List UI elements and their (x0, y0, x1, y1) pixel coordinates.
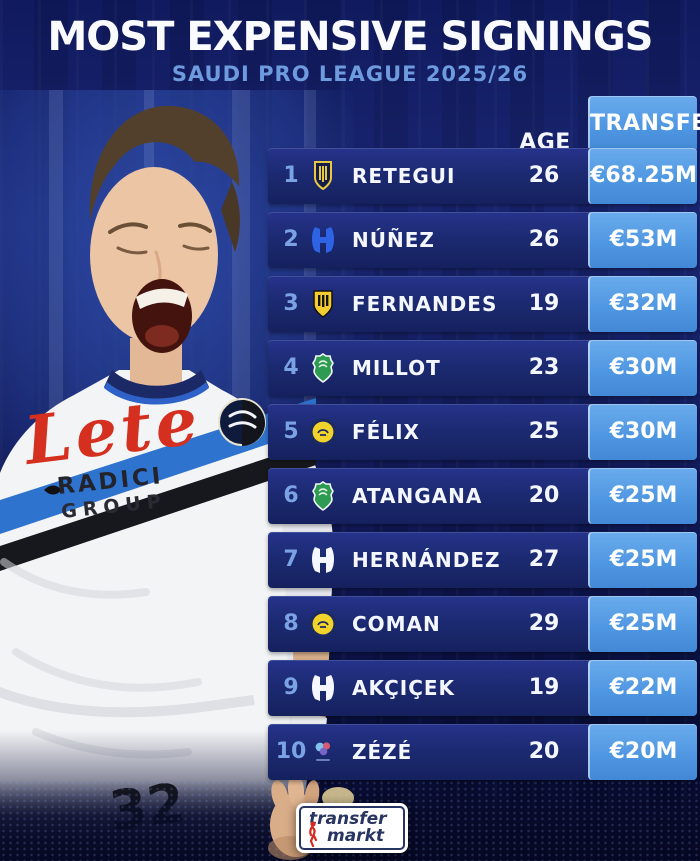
transfer-fee-cell: €68.25M (588, 148, 697, 204)
transfermarkt-logo: transfer markt (296, 803, 408, 853)
al-hilal-white-club-badge-icon (306, 545, 340, 575)
player-age: 19 (528, 291, 560, 316)
table-row: 5 FÉLIX 25 €30M (268, 404, 697, 460)
player-age: 19 (528, 675, 560, 700)
rank-label: 5 (283, 419, 299, 444)
table-row: 1 RETEGUI 26 €68.25M (268, 148, 697, 204)
player-age: 26 (528, 163, 560, 188)
rank-label: 6 (283, 483, 299, 508)
rank-label: 8 (283, 611, 299, 636)
transfer-fee-cell: €30M (588, 340, 697, 396)
table-row: 7 HERNÁNDEZ 27 €25M (268, 532, 697, 588)
transfer-fee-cell: €53M (588, 212, 697, 268)
atalanta-crest (218, 398, 266, 446)
neom-club-badge-icon (306, 737, 340, 767)
transfer-fee-cell: €20M (588, 724, 697, 780)
player-name: AKÇIÇEK (352, 676, 456, 700)
transfermarkt-logo-line2: markt (327, 826, 385, 846)
player-age: 27 (528, 547, 560, 572)
player-name: FÉLIX (352, 420, 420, 444)
transfer-fee-cell: €25M (588, 532, 697, 588)
rank-label: 1 (283, 163, 299, 188)
jersey-hem-shadow (0, 686, 255, 718)
transfer-fee-cell: €22M (588, 660, 697, 716)
transfer-fee-cell: €30M (588, 404, 697, 460)
rank-label: 3 (283, 291, 299, 316)
player-age: 25 (528, 419, 560, 444)
column-header-transfer: TRANSFER (590, 111, 700, 136)
transfermarkt-runner-icon (309, 821, 318, 847)
table-row: 3 FERNANDES 19 €32M (268, 276, 697, 332)
al-nassr-club-badge-icon (306, 418, 340, 446)
player-name: ATANGANA (352, 484, 483, 508)
player-age: 23 (528, 355, 560, 380)
al-hilal-club-badge-icon (306, 225, 340, 255)
player-name: ZÉZÉ (352, 740, 413, 764)
joma-logo (44, 485, 62, 495)
player-name: RETEGUI (352, 164, 456, 188)
rank-label: 4 (283, 355, 299, 380)
player-age: 20 (528, 483, 560, 508)
player-teeth (136, 288, 188, 309)
transfermarkt-logo-frame: transfer markt (299, 806, 405, 850)
player-name: HERNÁNDEZ (352, 548, 501, 572)
table-row: 9 AKÇIÇEK 19 €22M (268, 660, 697, 716)
table-row: 6 ATANGANA 20 €25M (268, 468, 697, 524)
player-age: 26 (528, 227, 560, 252)
al-qadsiah-club-badge-icon (306, 161, 340, 191)
table-row: 10 ZÉZÉ 20 €20M (268, 724, 697, 780)
player-eye-right (182, 244, 210, 251)
al-ahli-club-badge-icon (306, 481, 340, 511)
player-name: NÚÑEZ (352, 228, 435, 252)
player-tongue (145, 325, 179, 347)
column-header-transfer-fee: TRANSFER FEE (588, 96, 700, 192)
player-name: MILLOT (352, 356, 441, 380)
transfermarkt-logo-line1: transfer (309, 809, 387, 829)
player-hair-side (221, 182, 240, 252)
page-subtitle: SAUDI PRO LEAGUE 2025/26 (171, 62, 529, 86)
player-hair (89, 105, 240, 222)
table-row: 4 MILLOT 23 €30M (268, 340, 697, 396)
jersey-collar-stripe (104, 382, 209, 405)
al-hilal-white-club-badge-icon (306, 673, 340, 703)
page-title: MOST EXPENSIVE SIGNINGS (47, 14, 653, 60)
player-eyebrow-right (178, 222, 212, 233)
rank-label: 10 (275, 739, 307, 764)
rank-label: 7 (283, 547, 299, 572)
table-row: 8 COMAN 29 €25M (268, 596, 697, 652)
player-eye-left (116, 246, 148, 255)
al-nassr-club-badge-icon (306, 610, 340, 638)
al-ittihad-club-badge-icon (306, 289, 340, 319)
player-name: FERNANDES (352, 292, 498, 316)
transfer-fee-cell: €25M (588, 596, 697, 652)
signings-table: 1 RETEGUI 26 €68.25M 2 NÚÑEZ 26 €53M 3 F… (268, 148, 697, 780)
al-ahli-club-badge-icon (306, 353, 340, 383)
table-row: 2 NÚÑEZ 26 €53M (268, 212, 697, 268)
player-name: COMAN (352, 612, 441, 636)
transfer-fee-cell: €25M (588, 468, 697, 524)
jersey-black-band (0, 442, 316, 571)
transfer-fee-cell: €32M (588, 276, 697, 332)
rank-label: 9 (283, 675, 299, 700)
player-age: 20 (528, 739, 560, 764)
rank-label: 2 (283, 227, 299, 252)
player-age: 29 (528, 611, 560, 636)
player-eyebrow-left (108, 222, 148, 234)
